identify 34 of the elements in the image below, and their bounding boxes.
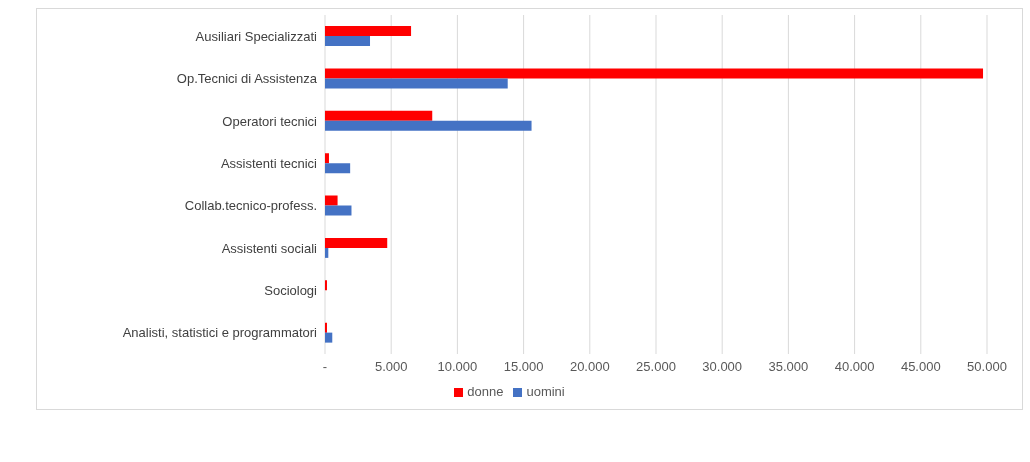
x-tick-label: 45.000 xyxy=(900,359,941,375)
y-tick-label: Sociologi xyxy=(264,283,318,299)
bar xyxy=(325,205,352,216)
y-tick-label: Ausiliari Specializzati xyxy=(195,28,318,44)
x-tick-label: 20.000 xyxy=(569,359,610,375)
x-tick-label: 10.000 xyxy=(437,359,478,375)
bar xyxy=(325,78,508,89)
y-tick-label: Analisti, statistici e programmatori xyxy=(122,325,318,341)
legend-label: donne xyxy=(467,384,504,399)
bar xyxy=(325,237,388,248)
y-tick-label: Collab.tecnico-profess. xyxy=(184,198,317,214)
bar xyxy=(325,120,532,131)
y-tick-label: Assistenti tecnici xyxy=(220,155,318,171)
x-tick-label: - xyxy=(322,359,328,375)
bar xyxy=(325,332,333,343)
y-tick-label: Assistenti sociali xyxy=(221,240,318,256)
bar xyxy=(325,153,329,164)
x-tick-label: 15.000 xyxy=(503,359,544,375)
bar xyxy=(325,163,351,174)
x-tick-label: 40.000 xyxy=(834,359,875,375)
bar xyxy=(325,195,338,206)
x-tick-label: 5.000 xyxy=(374,359,408,375)
y-tick-label: Op.Tecnici di Assistenza xyxy=(176,71,318,87)
x-tick-label: 25.000 xyxy=(636,359,676,375)
bar xyxy=(325,68,984,79)
legend-label: uomini xyxy=(526,384,565,399)
x-tick-label: 35.000 xyxy=(768,359,809,375)
bar xyxy=(325,26,412,36)
bar xyxy=(325,247,329,258)
bar xyxy=(325,110,433,121)
x-tick-label: 50.000 xyxy=(967,359,1007,375)
bar xyxy=(325,36,371,46)
x-tick-label: 30.000 xyxy=(702,359,743,375)
y-tick-label: Operatori tecnici xyxy=(222,113,318,129)
